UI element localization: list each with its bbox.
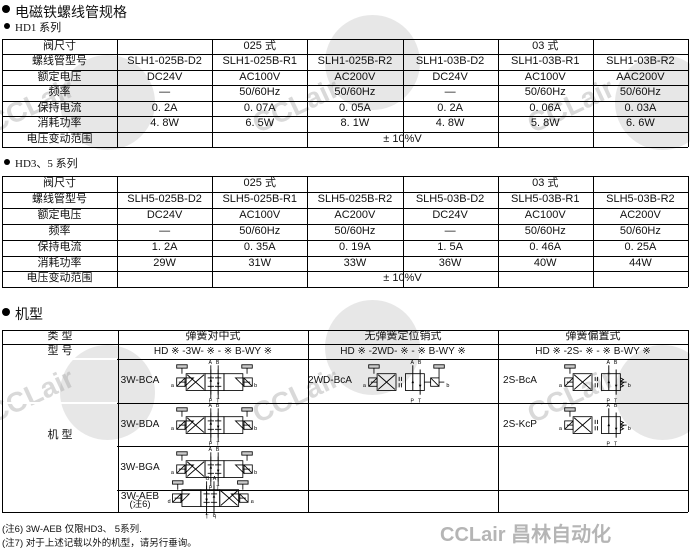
svg-text:B: B — [215, 447, 219, 453]
svg-text:A: A — [208, 403, 212, 409]
svg-text:a: a — [363, 383, 367, 389]
svg-text:B: B — [614, 403, 618, 409]
svg-text:a: a — [249, 499, 253, 505]
svg-text:A: A — [606, 360, 610, 366]
svg-text:a: a — [171, 383, 175, 389]
svg-text:P: P — [606, 442, 610, 448]
svg-text:A: A — [410, 360, 414, 366]
svg-text:B: B — [614, 360, 618, 366]
svg-text:b: b — [446, 383, 449, 389]
svg-text:A: A — [208, 447, 212, 453]
svg-text:a: a — [559, 383, 563, 389]
svg-text:b: b — [167, 499, 170, 505]
svg-text:B: B — [418, 360, 422, 366]
svg-text:P: P — [212, 514, 216, 520]
svg-text:b: b — [628, 383, 631, 389]
svg-text:B: B — [215, 360, 219, 366]
svg-text:A: A — [606, 403, 610, 409]
svg-text:b: b — [254, 426, 257, 432]
svg-text:B: B — [205, 476, 209, 482]
svg-text:b: b — [628, 426, 631, 432]
svg-text:A: A — [208, 360, 212, 366]
svg-text:a: a — [171, 426, 175, 432]
svg-text:B: B — [215, 403, 219, 409]
svg-text:A: A — [212, 476, 216, 482]
svg-text:P: P — [410, 398, 414, 404]
svg-text:a: a — [559, 426, 563, 432]
svg-text:b: b — [254, 383, 257, 389]
svg-text:T: T — [204, 514, 208, 520]
